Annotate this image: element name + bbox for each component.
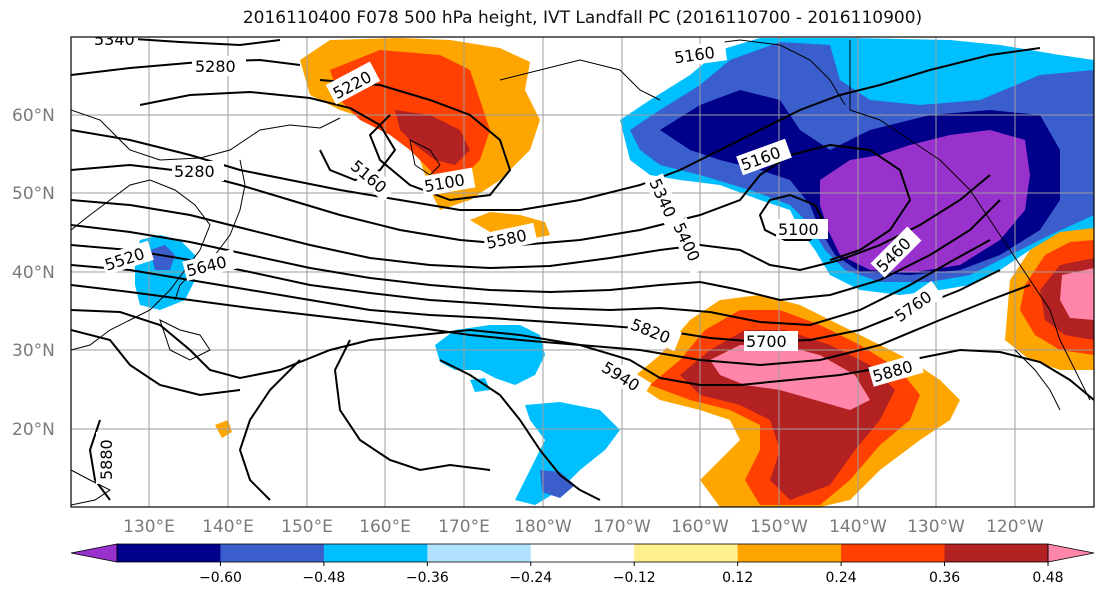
lat-label-30n: 30°N [12, 341, 55, 361]
colorbar-segment [530, 544, 635, 562]
plot-frame [70, 36, 1095, 508]
colorbar-segment [737, 544, 842, 562]
lat-label-60n: 60°N [12, 106, 55, 126]
lon-label: 160°W [671, 517, 729, 537]
colorbar-tick-label: −0.60 [199, 570, 242, 586]
contour-label: 5880 [97, 439, 116, 480]
fill-sky-speck [470, 378, 490, 392]
lon-label: 140°E [202, 517, 254, 537]
lon-label: 160°E [359, 517, 411, 537]
map-layers: 5340 5280 5220 5160 5280 5160 5100 5580 … [71, 30, 1094, 507]
colorbar-border [116, 543, 1049, 563]
colorbar-segment [634, 544, 739, 562]
lon-label: 140°W [829, 517, 887, 537]
contour-label: 5280 [195, 57, 236, 76]
fill-purple-alaska [820, 130, 1030, 272]
lon-label: 150°E [281, 517, 333, 537]
longitude-labels: 130°E 140°E 150°E 160°E 170°E 180°W 170°… [123, 517, 1044, 537]
fill-pink-california [1060, 268, 1094, 320]
lon-label: 130°W [907, 517, 965, 537]
colorbar: −0.60 −0.48 −0.36 −0.24 −0.12 0.12 0.24 0.36 0.4… [70, 543, 1095, 586]
colorbar-tick-label: −0.12 [613, 570, 656, 586]
map-title: 2016110400 F078 500 hPa height, IVT Land… [242, 8, 923, 28]
colorbar-tick-label: 0.36 [929, 570, 960, 586]
colorbar-tick-label: 0.24 [826, 570, 857, 586]
colorbar-tick-label: 0.12 [722, 570, 753, 586]
lat-label-40n: 40°N [12, 263, 55, 283]
coastlines [71, 39, 1091, 506]
lon-label: 130°E [123, 517, 175, 537]
lon-label: 180°W [514, 517, 572, 537]
colorbar-segment [841, 544, 946, 562]
lon-label: 170°W [593, 517, 651, 537]
colorbar-segment [427, 544, 532, 562]
gridlines [71, 37, 1094, 507]
colorbar-tick-label: −0.48 [302, 570, 345, 586]
fill-royal-central2 [540, 470, 575, 498]
lon-label: 120°W [986, 517, 1044, 537]
contour-label: 5280 [174, 162, 215, 181]
colorbar-segment [944, 544, 1049, 562]
fill-firebrick-okhotsk [395, 110, 470, 165]
colorbar-tick-label: −0.24 [509, 570, 552, 586]
latitude-labels: 60°N 50°N 40°N 30°N 20°N [12, 106, 55, 440]
lat-label-20n: 20°N [12, 420, 55, 440]
colorbar-segment [117, 544, 221, 562]
contour-label: 5340 [94, 30, 135, 49]
colorbar-arrow-high [1047, 543, 1095, 563]
contour-label: 5100 [778, 220, 819, 239]
lat-label-50n: 50°N [12, 184, 55, 204]
contour-label: 5700 [746, 332, 787, 351]
fill-pink-plume [710, 345, 870, 410]
lon-label: 150°W [750, 517, 808, 537]
colorbar-segment [220, 544, 325, 562]
colorbar-tick-label: −0.36 [406, 570, 449, 586]
lon-label: 170°E [438, 517, 490, 537]
colorbar-arrow-low [70, 543, 118, 563]
fill-royal-japan [150, 245, 175, 270]
colorbar-segment [323, 544, 428, 562]
colorbar-tick-label: 0.48 [1032, 570, 1063, 586]
